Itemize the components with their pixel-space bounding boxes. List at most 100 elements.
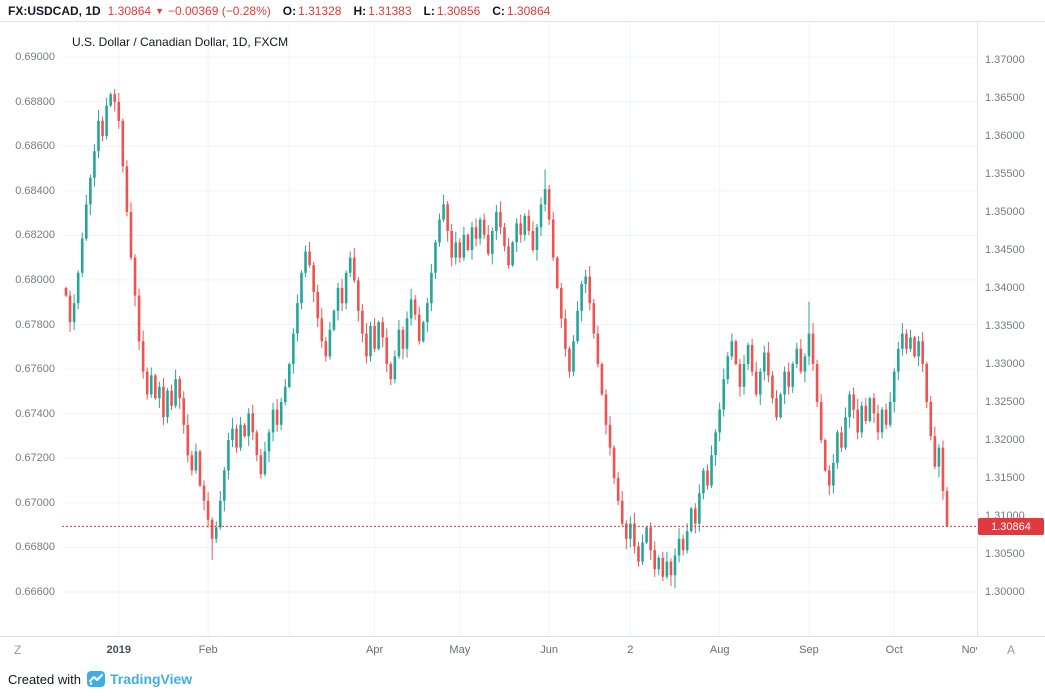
candle [815,359,819,408]
open-value: 1.31328 [298,3,342,18]
left-axis-tick: 0.66600 [15,586,55,598]
right-axis-tick: 1.33000 [985,358,1025,370]
tradingview-brand-link[interactable]: TradingView [109,671,193,687]
candle [872,393,876,424]
left-axis-tick: 0.69000 [15,51,55,63]
candle [649,522,652,560]
candle [97,110,100,159]
candle [178,375,181,409]
price-change: −0.00369 (−0.28%) [167,3,271,18]
right-axis-tick: 1.32000 [985,434,1025,446]
candle [361,303,364,343]
candle [827,465,831,496]
candle [450,224,453,267]
timezone-button[interactable]: Z [14,643,22,657]
candle [121,118,125,173]
candle [255,429,259,462]
symbol-name[interactable]: FX:USDCAD, 1D [8,3,101,18]
candle [933,426,937,470]
candle [283,378,287,406]
candle [706,464,709,490]
right-axis-tick: 1.30500 [985,548,1025,560]
candle [832,453,835,494]
candle [125,160,129,217]
time-axis[interactable]: Z 2019 Feb Apr May Jun 2 Aug Sep Oct Nov [0,636,977,663]
candle [803,353,807,383]
candle [194,443,198,474]
time-axis-label: 2019 [106,644,132,656]
candle [742,355,746,395]
auto-scale-button[interactable]: A [1007,643,1016,657]
candle [340,279,344,312]
candle [182,391,186,434]
candle [892,368,896,413]
price-down-arrow-icon: ▼ [155,5,164,16]
candle [149,367,153,398]
candle [580,280,583,322]
left-price-axis[interactable]: 0.69000 0.68800 0.68600 0.68400 0.68200 0.680… [0,22,63,636]
candle [288,362,291,389]
candle [568,346,571,378]
time-axis-label: Nov [961,644,977,656]
last-price: 1.30864 [107,3,152,18]
candle [369,321,372,362]
candle [275,398,279,432]
candle [503,222,506,252]
candle [174,369,177,409]
candle [698,484,701,532]
candle [888,392,892,428]
candle [401,326,405,360]
candle [909,329,912,353]
candle [880,407,884,439]
high-value: 1.31383 [368,3,412,18]
candle [584,269,587,294]
candle [856,398,859,440]
left-axis-tick: 0.67000 [15,496,55,509]
candle [555,256,559,290]
candle [864,397,868,425]
candle [795,342,799,369]
candle [292,328,295,374]
candle [637,542,640,567]
candle [588,265,592,311]
candle [661,551,665,582]
candle [218,491,222,530]
candle [101,116,104,142]
candle [767,341,770,383]
candle [941,440,945,500]
candle [852,387,855,419]
price-chart-plot[interactable] [62,22,977,636]
candle [336,282,340,321]
candle [133,254,137,307]
candle [515,218,518,253]
close-label: C: [492,3,505,18]
candle [616,471,620,506]
candle [823,438,827,472]
symbol-info-bar: FX:USDCAD, 1D 1.30864 ▼ −0.00369 (−0.28%… [0,0,1045,22]
candle [466,233,470,252]
candle [722,368,726,417]
candle [76,270,80,310]
candle [771,371,774,404]
candle [702,467,705,500]
grid-lines [62,22,977,636]
candle [470,222,474,260]
candle [377,320,380,351]
high-label: H: [353,3,367,18]
candle [685,523,689,554]
candle [811,322,815,371]
candle [763,345,766,381]
candle [454,231,458,265]
left-axis-tick: 0.67200 [15,452,55,465]
chart-legend-title[interactable]: U.S. Dollar / Canadian Dollar, 1D, FXCM [72,35,289,49]
candle [641,534,644,565]
time-axis-label: Jun [540,644,558,656]
candle [576,301,579,344]
candle [308,241,311,268]
candle [925,361,929,409]
right-price-axis[interactable]: 1.30864 1.37000 1.36500 1.36000 1.35500 1.35… [977,22,1045,636]
candle [430,263,433,312]
candle [608,415,612,456]
candle [758,368,762,406]
candle [787,362,790,395]
